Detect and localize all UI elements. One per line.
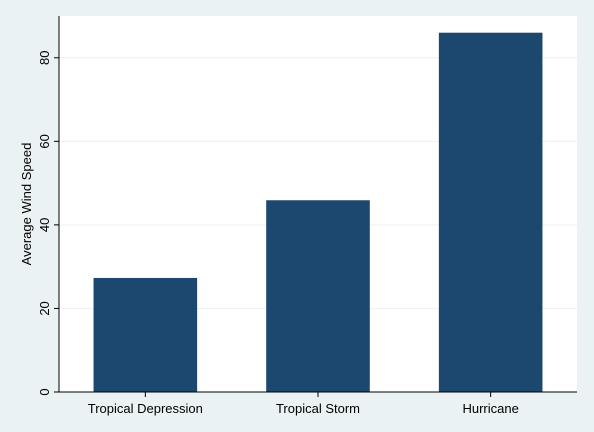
bar-hurricane (438, 32, 543, 392)
y-tick-label: 20 (37, 301, 52, 315)
x-axis-ticks: Tropical Depression Tropical Storm Hurrica… (88, 392, 519, 416)
bar-tropical-depression (93, 277, 198, 392)
y-tick-label: 40 (37, 218, 52, 232)
x-tick-label: Tropical Depression (88, 401, 203, 416)
y-tick-label: 80 (37, 51, 52, 65)
bars (93, 32, 543, 392)
y-tick-label: 0 (37, 388, 52, 395)
bar-tropical-storm (266, 200, 370, 392)
y-tick-label: 60 (37, 134, 52, 148)
x-tick-label: Hurricane (462, 401, 518, 416)
y-axis-ticks: 0 20 40 60 80 (37, 51, 59, 396)
x-tick-label: Tropical Storm (276, 401, 360, 416)
y-axis-title: Average Wind Speed (19, 143, 34, 266)
